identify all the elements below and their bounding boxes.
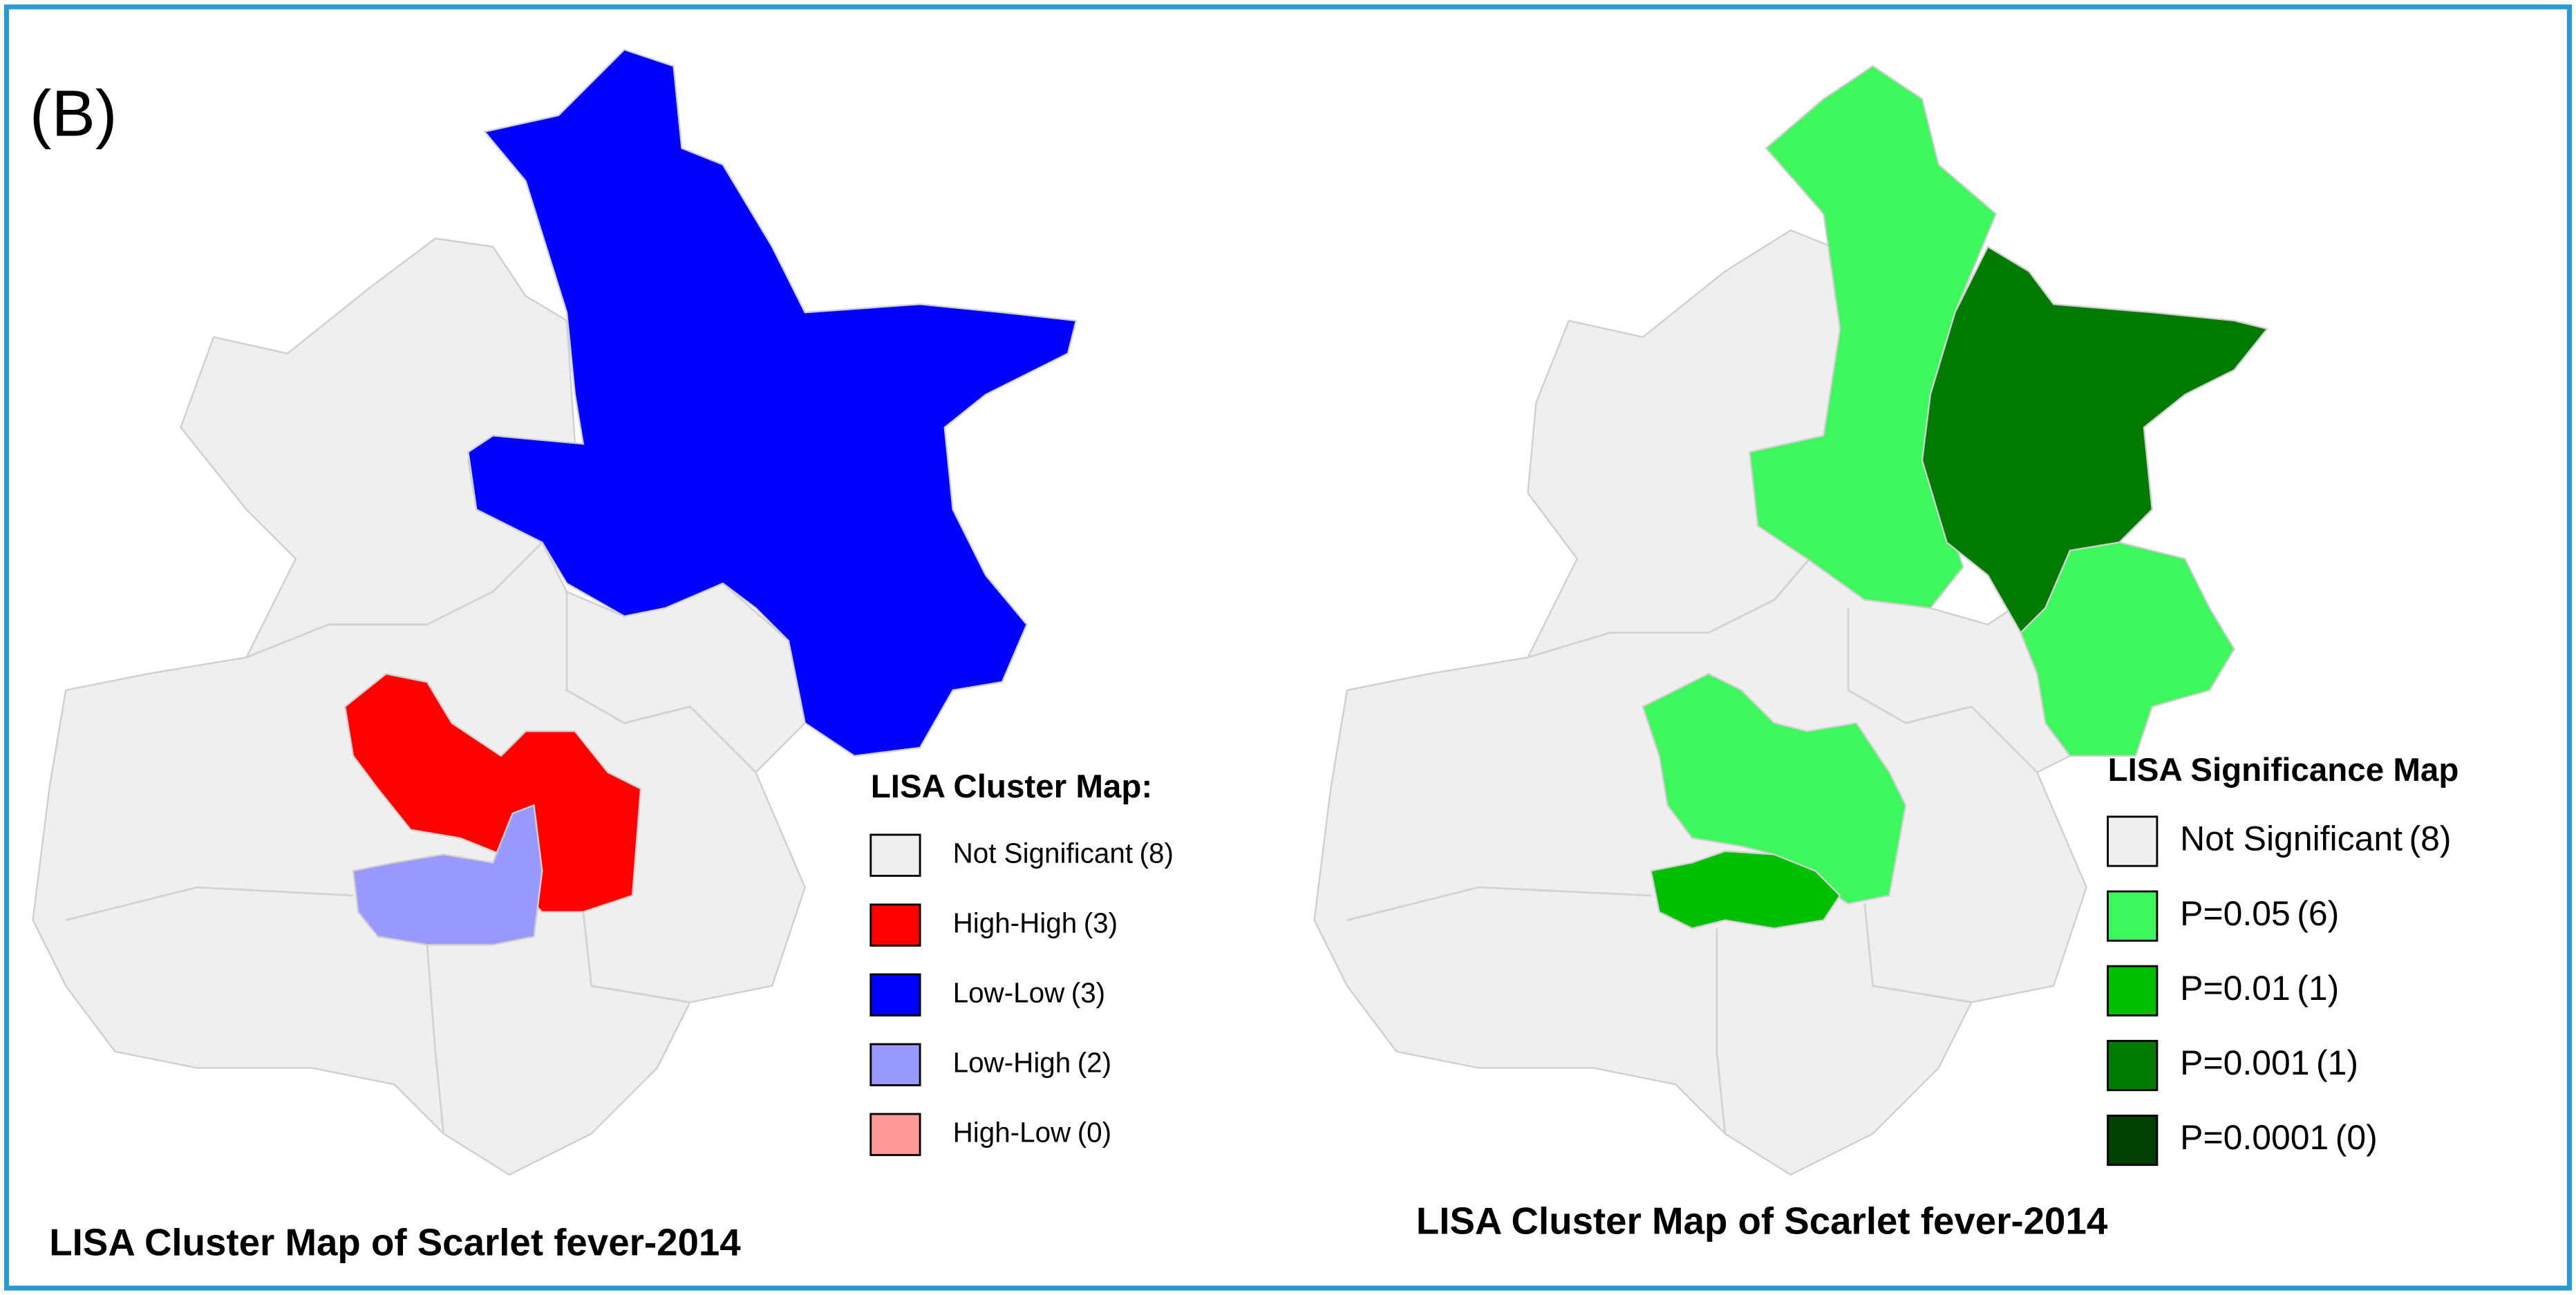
legend-swatch [869,1113,921,1156]
legend-swatch [2107,890,2159,942]
legend-swatch [2107,965,2159,1017]
boundary [1863,903,1972,1003]
boundary [426,945,445,1134]
legend-count: (8) [2409,820,2451,858]
legend-count: (1) [2297,969,2339,1008]
legend-label: P=0.05 [2180,894,2291,933]
map-right [1313,65,2269,1176]
legend-label: P=0.01 [2180,969,2291,1008]
boundary [1346,886,1651,921]
region [352,804,543,946]
legend-title: LISA Cluster Map: [871,768,1152,805]
legend-label: P=0.0001 [2180,1118,2329,1157]
legend-swatch [869,1043,921,1086]
legend-swatch [2107,1114,2159,1166]
legend-count: (6) [2297,894,2339,933]
boundary [1527,541,1825,659]
map-left [32,48,1078,1176]
map-title: LISA Cluster Map of Scarlet fever-2014 [1416,1200,2108,1242]
legend-count: (3) [1071,976,1105,1008]
legend-label: Not Significant [2180,820,2403,858]
legend-count: (0) [1078,1116,1111,1148]
region [1642,672,1907,905]
legend-label: Not Significant [953,837,1133,869]
region [467,48,1078,757]
legend-label: Low-High [953,1046,1071,1078]
boundary [246,541,543,659]
panel-label: (B) [30,77,117,151]
legend-count: (3) [1084,907,1118,938]
legend-swatch [869,973,921,1017]
map-title: LISA Cluster Map of Scarlet fever-2014 [49,1222,741,1264]
legend-label: Low-Low [953,976,1065,1008]
region [1650,850,1841,929]
boundary [565,592,757,773]
region [344,672,642,913]
legend-swatch [2107,815,2159,867]
legend-count: (1) [2316,1043,2358,1082]
legend-swatch [869,833,921,877]
boundary [1715,928,1727,1134]
boundary [65,886,354,921]
legend-title: LISA Significance Map [2108,752,2459,788]
legend-label: High-Low [953,1116,1071,1148]
legend-count: (2) [1078,1046,1111,1078]
legend-count: (8) [1140,837,1174,869]
boundary [1847,607,2038,773]
legend-swatch [2107,1039,2159,1092]
boundary [582,911,690,1003]
legend-label: P=0.001 [2180,1043,2309,1082]
region [2020,541,2235,757]
region [1921,245,2269,634]
legend-swatch [869,903,921,947]
legend-label: High-High [953,907,1078,938]
legend-count: (0) [2335,1118,2378,1157]
